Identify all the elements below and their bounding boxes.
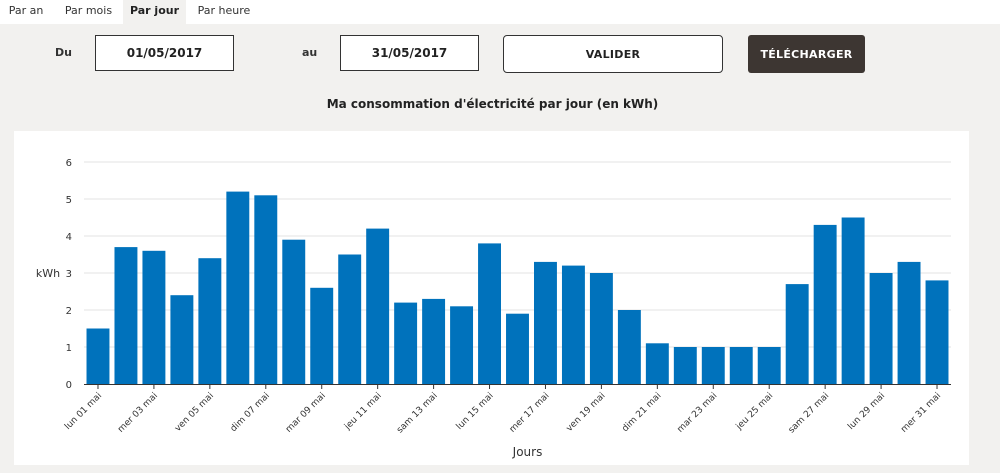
x-tick-label: dim 07 mai	[229, 391, 272, 434]
bar[interactable]	[589, 273, 613, 384]
x-tick-label: ven 19 mai	[565, 391, 608, 434]
y-tick-label: 0	[66, 380, 72, 391]
y-tick-label: 3	[66, 269, 72, 280]
bar[interactable]	[757, 347, 781, 384]
bar[interactable]	[841, 217, 865, 385]
x-tick-label: dim 21 mai	[620, 391, 663, 434]
y-tick-label: 4	[66, 232, 72, 243]
x-tick-label: jeu 25 mai	[734, 391, 776, 433]
tab-par-jour[interactable]: Par jour	[123, 0, 186, 24]
bar[interactable]	[310, 287, 334, 384]
x-tick-label: mer 03 mai	[116, 391, 160, 435]
bar[interactable]	[422, 298, 446, 384]
bar[interactable]	[394, 302, 418, 384]
x-tick-label: lun 15 mai	[455, 391, 496, 432]
bar[interactable]	[254, 195, 278, 384]
tab-par-heure[interactable]: Par heure	[197, 4, 251, 17]
bar[interactable]	[506, 313, 529, 384]
x-axis-ticks: lun 01 mai mer 03 mai ven 05 mai dim 07 mai…	[63, 384, 943, 436]
bar[interactable]	[729, 347, 753, 384]
tab-par-mois[interactable]: Par mois	[64, 4, 113, 17]
bar[interactable]	[561, 265, 585, 384]
from-label: Du	[55, 46, 72, 59]
bar[interactable]	[534, 261, 557, 384]
bar[interactable]	[785, 284, 809, 384]
download-button[interactable]: TÉLÉCHARGER	[748, 35, 865, 73]
x-tick-label: mar 09 mai	[284, 391, 328, 435]
y-tick-label: 1	[66, 343, 72, 354]
x-tick-label: sam 27 mai	[787, 391, 832, 436]
y-tick-label: 2	[66, 306, 72, 317]
bar[interactable]	[673, 347, 697, 384]
bar[interactable]	[338, 254, 362, 385]
x-axis-label: Jours	[512, 445, 543, 459]
from-date-input[interactable]: 01/05/2017	[95, 35, 234, 71]
bar[interactable]	[86, 328, 110, 385]
x-tick-label: ven 05 mai	[173, 391, 216, 434]
period-tabs: Par an Par mois Par jour Par heure	[0, 0, 1000, 24]
to-date-input[interactable]: 31/05/2017	[340, 35, 479, 71]
chart-panel: 0 1 2 3 4 5 6 lun 01 mai mer 03 mai ven 05 mai di…	[14, 131, 969, 465]
chart-title: Ma consommation d'électricité par jour (…	[326, 97, 659, 111]
bars	[86, 191, 949, 385]
bar[interactable]	[450, 306, 474, 384]
y-axis-ticks: 0 1 2 3 4 5 6	[66, 158, 72, 391]
bar[interactable]	[282, 239, 306, 384]
bar[interactable]	[897, 261, 921, 384]
x-tick-label: sam 13 mai	[395, 391, 440, 436]
x-tick-label: mer 31 mai	[899, 391, 943, 435]
bar[interactable]	[925, 280, 949, 384]
x-tick-label: mer 17 mai	[508, 391, 552, 435]
validate-button[interactable]: VALIDER	[503, 35, 723, 73]
x-tick-label: lun 01 mai	[63, 391, 104, 432]
bar[interactable]	[645, 343, 669, 384]
bar[interactable]	[114, 247, 138, 384]
bar[interactable]	[701, 347, 725, 384]
consumption-bar-chart: 0 1 2 3 4 5 6 lun 01 mai mer 03 mai ven 05 mai di…	[36, 158, 951, 459]
bar[interactable]	[366, 228, 390, 384]
y-tick-label: 6	[66, 158, 72, 169]
y-axis-label: kWh	[36, 267, 60, 280]
bar[interactable]	[170, 295, 194, 384]
bar[interactable]	[617, 310, 641, 384]
bar[interactable]	[198, 258, 222, 384]
bar[interactable]	[478, 243, 501, 384]
bar[interactable]	[869, 273, 893, 384]
bar[interactable]	[813, 224, 837, 384]
x-tick-label: lun 29 mai	[846, 391, 887, 432]
x-tick-label: mar 23 mai	[676, 391, 720, 435]
to-label: au	[302, 46, 318, 59]
x-tick-label: jeu 11 mai	[342, 391, 384, 433]
y-tick-label: 5	[66, 195, 72, 206]
tab-par-an[interactable]: Par an	[8, 4, 44, 17]
bar[interactable]	[142, 250, 166, 384]
bar[interactable]	[226, 191, 250, 384]
